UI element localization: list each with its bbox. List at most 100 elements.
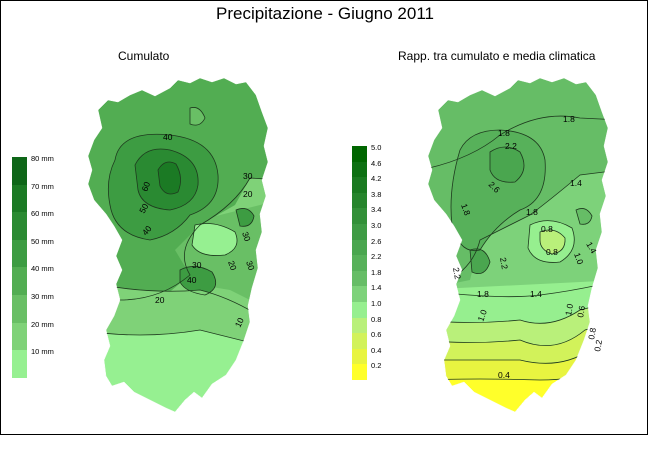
legend-swatch (352, 270, 367, 287)
map-right-subtitle: Rapp. tra cumulato e media climatica (398, 49, 596, 63)
zone-east-low (192, 223, 238, 256)
contour-label: 20 (226, 259, 239, 272)
legend-swatch (352, 286, 367, 303)
contour-label: 2.2 (498, 257, 510, 271)
map-left-subtitle: Cumulato (118, 49, 170, 63)
legend-label: 0.4 (371, 345, 382, 355)
zone-east-spot (576, 208, 592, 225)
contour-label: 0.4 (498, 370, 510, 380)
legend-swatch (352, 364, 367, 381)
zone-2.6-north (490, 147, 524, 183)
contour-label: 1.4 (530, 289, 542, 299)
legend-swatch (352, 302, 367, 318)
legend-label: 0.2 (371, 361, 382, 371)
legend-label: 30 mm (31, 292, 54, 301)
zone-10-south (88, 330, 268, 412)
zone-60-70 (158, 162, 181, 194)
contour-2.6 (489, 146, 525, 183)
legend-swatch (12, 295, 27, 323)
contour-2.6-west (469, 248, 491, 275)
contour-30-east (235, 208, 255, 227)
contour-label: 2.2 (451, 267, 463, 281)
contour-label: 2.2 (505, 141, 517, 151)
contour-label: 0.8 (546, 247, 558, 257)
contour-label: 0.8 (586, 327, 598, 341)
zone-0.8-east (540, 230, 566, 254)
legend-swatch (12, 267, 27, 296)
legend-swatch (352, 146, 367, 162)
legend-label: 0.8 (371, 314, 382, 324)
figure-title: Precipitazione - Giugno 2011 (216, 4, 434, 23)
legend-swatch (12, 350, 27, 379)
legend-label: 70 mm (31, 181, 54, 191)
legend-swatch (352, 208, 367, 225)
legend-label: 1.0 (371, 299, 382, 308)
legend-label: 50 mm (31, 236, 54, 246)
legend-swatch (352, 239, 367, 256)
contour-label: 1.8 (459, 202, 473, 217)
contour-40-south (179, 266, 217, 296)
zone-2.6-west (470, 248, 490, 274)
legend-swatch (352, 348, 367, 365)
legend-label: 3.8 (371, 189, 382, 199)
legend-swatch (12, 184, 27, 213)
contour-label: 1.4 (570, 178, 582, 188)
legend-label: 2.6 (371, 236, 382, 246)
contour-label: 1.8 (498, 128, 510, 138)
legend-label: 20 mm (31, 319, 54, 329)
contour-label: 1.0 (563, 303, 575, 317)
legend-label: 40 mm (31, 264, 54, 274)
contour-north (189, 107, 206, 126)
contour-label: 30 (243, 171, 253, 181)
contour-40 (107, 133, 219, 241)
contour-label: 20 (155, 295, 165, 305)
contour-1.8-north (428, 115, 608, 171)
contour-label: 60 (139, 180, 152, 193)
legend-label: 3.4 (371, 205, 382, 215)
legend-swatch (12, 212, 27, 241)
legend-swatch (352, 255, 367, 272)
contour-label: 1.0 (572, 251, 586, 266)
legend-label: 3.0 (371, 221, 382, 230)
contour-label: 0.8 (541, 224, 553, 234)
legend-label: 80 mm (31, 154, 54, 163)
legend-label: 10 mm (31, 347, 54, 357)
contour-label: 0.6 (575, 305, 587, 319)
contour-20-east (191, 223, 238, 256)
contour-label: 1.8 (477, 289, 489, 299)
legend-label: 1.4 (371, 283, 382, 293)
contour-label: 30 (192, 260, 202, 270)
contour-label: 30 (244, 259, 257, 272)
legend-swatch (12, 239, 27, 268)
legend-label: 1.8 (371, 267, 382, 277)
zone-east-high (236, 208, 254, 227)
contour-label: 40 (187, 275, 197, 285)
legend-swatch (12, 322, 27, 351)
contour-50 (134, 148, 199, 211)
map-ratio: 1.8 1.8 2.2 2.6 1.8 1.8 1.4 1.4 0.8 0.8 … (427, 77, 609, 413)
contour-label: 50 (137, 202, 151, 215)
contour-60 (157, 161, 181, 195)
legend-swatch (352, 161, 367, 178)
legend-label: 0.6 (371, 330, 382, 340)
contour-label: 40 (163, 132, 173, 142)
contour-label: 30 (240, 230, 253, 243)
legend-label: 60 mm (31, 209, 54, 219)
legend-swatch (12, 157, 27, 185)
contour-label: 1.0 (475, 308, 489, 323)
legend-swatch (352, 177, 367, 194)
contour-label: 1.8 (526, 207, 538, 217)
legend-swatch (352, 224, 367, 240)
contour-label: 0.2 (592, 339, 604, 353)
contour-30 (88, 177, 268, 301)
legend-swatch (352, 333, 367, 350)
legend-label: 2.2 (371, 252, 382, 262)
contour-label: 20 (243, 189, 253, 199)
contour-0.8-east (539, 229, 566, 255)
map-cumulato: 40 60 50 40 30 20 30 20 30 30 40 20 10 (87, 77, 269, 413)
legend-label: 4.6 (371, 158, 382, 168)
contour-label: 1.8 (563, 114, 575, 124)
legend-swatch (352, 192, 367, 209)
legend-label: 5.0 (371, 143, 382, 152)
